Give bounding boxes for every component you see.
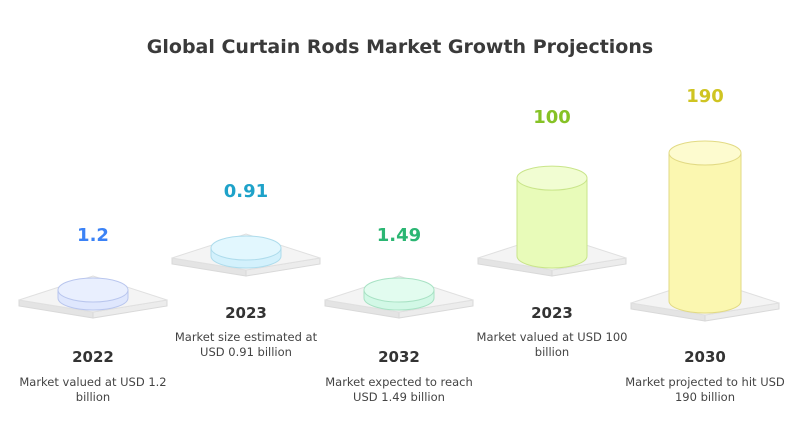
year-label-3: 2032 xyxy=(378,348,420,366)
value-label-1: 1.2 xyxy=(77,225,109,246)
value-label-4: 100 xyxy=(533,107,571,128)
value-label-2: 0.91 xyxy=(223,181,269,202)
description-4: Market valued at USD 100 billion xyxy=(476,330,628,359)
cylinder-top-4 xyxy=(516,165,588,191)
value-label-3: 1.49 xyxy=(376,225,422,246)
cylinder-top-1 xyxy=(57,277,129,303)
description-2: Market size estimated at USD 0.91 billio… xyxy=(174,330,318,359)
description-3: Market expected to reach USD 1.49 billio… xyxy=(325,375,473,404)
chart-title: Global Curtain Rods Market Growth Projec… xyxy=(146,36,654,58)
year-label-5: 2030 xyxy=(684,348,726,366)
year-label-4: 2023 xyxy=(531,304,573,322)
year-label-1: 2022 xyxy=(72,348,114,366)
cylinder-top-2 xyxy=(210,235,282,261)
cylinder-top-3 xyxy=(363,277,435,303)
cylinder-body-5 xyxy=(668,152,742,314)
year-label-2: 2023 xyxy=(225,304,267,322)
cylinder-top-5 xyxy=(668,140,742,166)
cylinder-body-4 xyxy=(516,177,588,269)
value-label-5: 190 xyxy=(686,86,724,107)
description-5: Market projected to hit USD 190 billion xyxy=(625,375,785,404)
description-1: Market valued at USD 1.2 billion xyxy=(19,375,167,404)
